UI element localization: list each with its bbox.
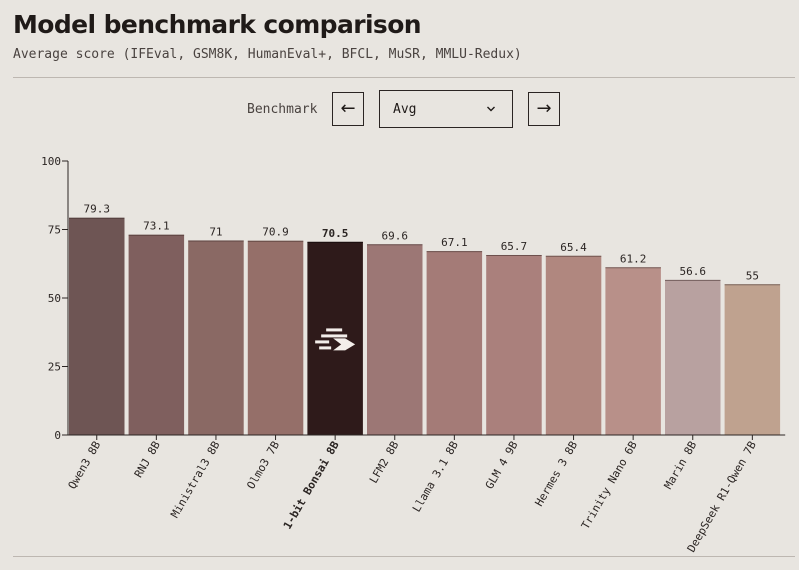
x-category-label: LFM2 8B	[367, 439, 402, 486]
benchmark-select[interactable]: Avg	[379, 90, 513, 128]
bar-value-label: 61.2	[620, 252, 647, 265]
bar	[605, 267, 661, 435]
page-title: Model benchmark comparison	[13, 10, 422, 39]
x-category-label: Ministral3 8B	[168, 439, 222, 520]
bar-value-label: 70.5	[322, 227, 349, 240]
bar-value-label: 73.1	[143, 220, 170, 233]
y-tick-label: 100	[41, 155, 61, 168]
x-category-label: GLM 4 9B	[483, 439, 521, 492]
x-category-label: DeepSeek R1-Qwen 7B	[685, 439, 759, 555]
x-category-label: 1-bit Bonsai 8B	[281, 439, 342, 532]
bar-value-label: 65.4	[560, 241, 587, 254]
x-category-label: Qwen3 8B	[66, 439, 104, 492]
chevron-down-icon	[487, 106, 495, 112]
bar-value-label: 56.6	[680, 265, 707, 278]
bar-value-label: 55	[746, 269, 759, 282]
arrow-left-icon: ←	[340, 98, 356, 119]
bar	[128, 234, 185, 435]
bar-value-label: 70.9	[262, 226, 289, 239]
bonsai-logo-icon	[315, 328, 356, 351]
y-tick-label: 0	[54, 429, 61, 442]
bar	[545, 255, 602, 435]
bar-value-label: 69.6	[382, 229, 409, 242]
bar	[665, 279, 721, 435]
arrow-right-icon: →	[536, 98, 552, 119]
next-benchmark-button[interactable]: →	[528, 92, 560, 126]
x-category-label: Hermes 3 8B	[532, 439, 580, 509]
y-tick-label: 25	[48, 361, 61, 374]
bar-value-label: 71	[209, 225, 222, 238]
x-category-label: RNJ 8B	[132, 439, 163, 480]
x-category-label: Llama 3.1 8B	[410, 439, 461, 515]
benchmark-label: Benchmark	[247, 102, 318, 117]
bar	[426, 251, 483, 435]
bar	[69, 217, 125, 435]
top-divider	[13, 77, 795, 78]
x-category-label: Trinity Nano 6B	[579, 439, 640, 532]
y-tick-label: 75	[48, 224, 61, 237]
bar-value-label: 67.1	[441, 236, 468, 249]
bar-value-label: 65.7	[501, 240, 528, 253]
x-category-label: Marin 8B	[662, 439, 700, 492]
bar	[486, 254, 542, 435]
previous-benchmark-button[interactable]: ←	[332, 92, 364, 126]
y-tick-label: 50	[48, 292, 61, 305]
bar	[367, 244, 423, 435]
bar	[188, 240, 244, 435]
bar	[247, 240, 304, 435]
bottom-divider	[13, 556, 795, 557]
bar	[307, 241, 363, 435]
bar	[724, 284, 781, 435]
x-category-label: Olmo3 7B	[244, 439, 282, 492]
benchmark-select-value: Avg	[393, 102, 417, 117]
page-subtitle: Average score (IFEval, GSM8K, HumanEval+…	[13, 47, 522, 62]
bar-value-label: 79.3	[84, 203, 111, 216]
